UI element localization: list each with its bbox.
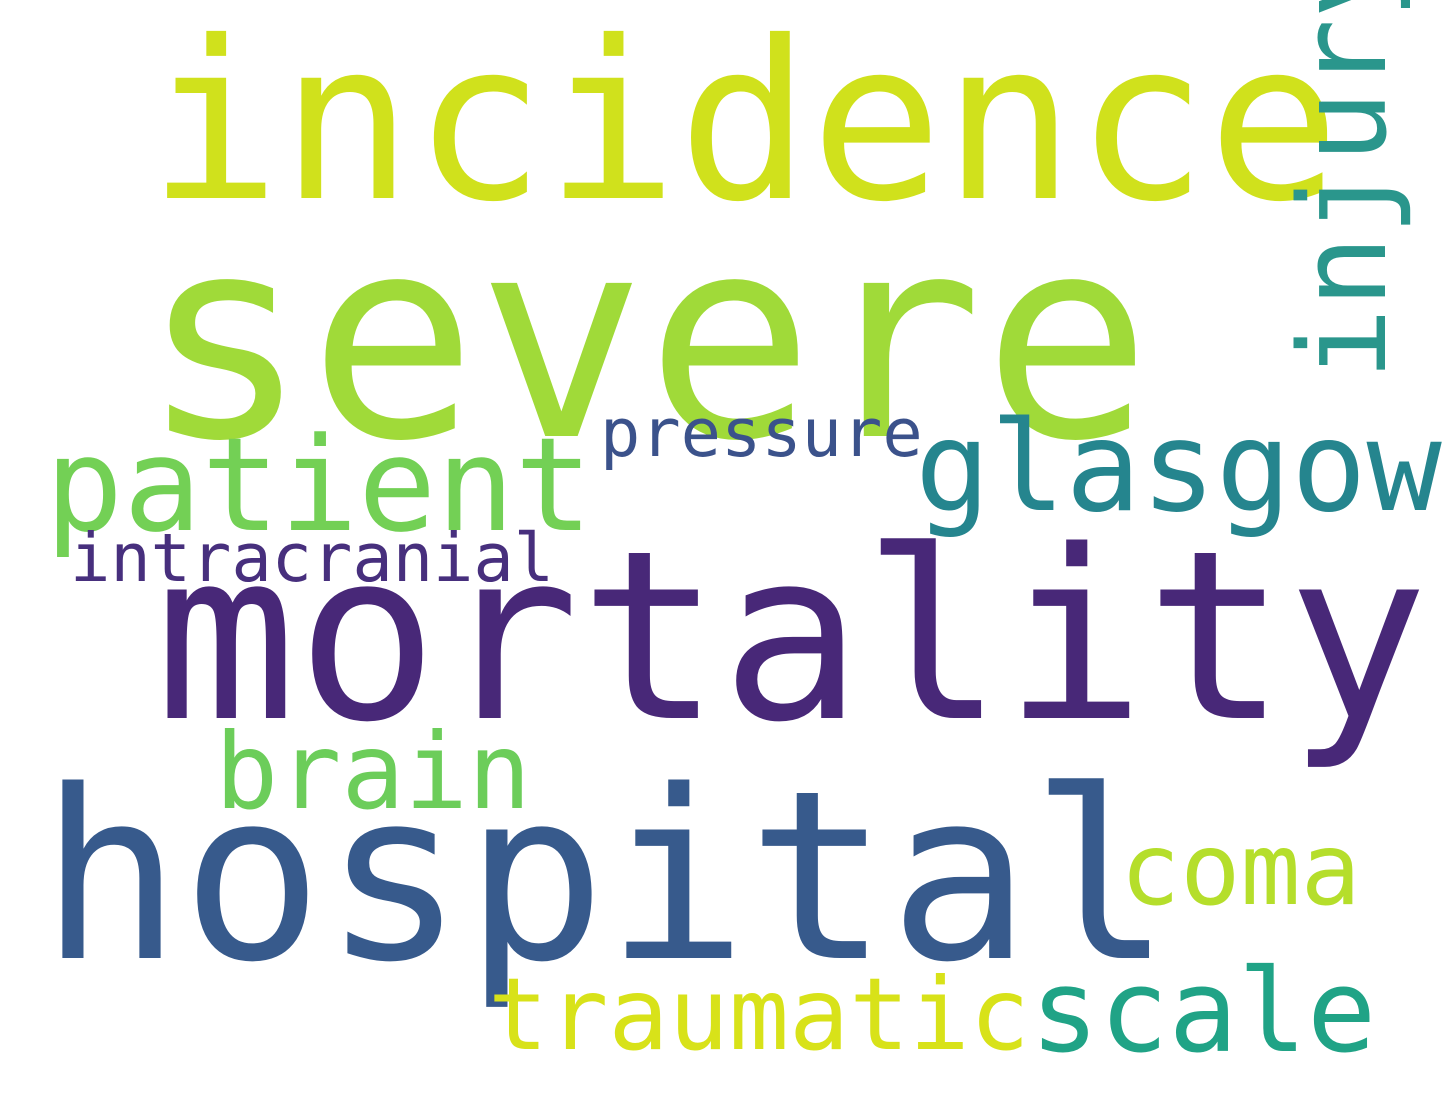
word-incidence: incidence (148, 0, 1341, 250)
word-mortality: mortality (155, 501, 1429, 774)
word-glasgow: glasgow (915, 395, 1442, 540)
word-traumatic: traumatic (488, 956, 1030, 1073)
word-scale: scale (1030, 945, 1377, 1079)
word-severe: severe (140, 177, 1152, 503)
word-pressure: pressure (600, 394, 923, 472)
word-injury: injury (1275, 0, 1414, 380)
word-intracranial: intracranial (70, 519, 555, 597)
word-brain: brain (215, 711, 532, 833)
word-hospital: hospital (40, 741, 1172, 1014)
word-patient: patient (45, 409, 593, 561)
word-coma: coma (1120, 811, 1361, 928)
